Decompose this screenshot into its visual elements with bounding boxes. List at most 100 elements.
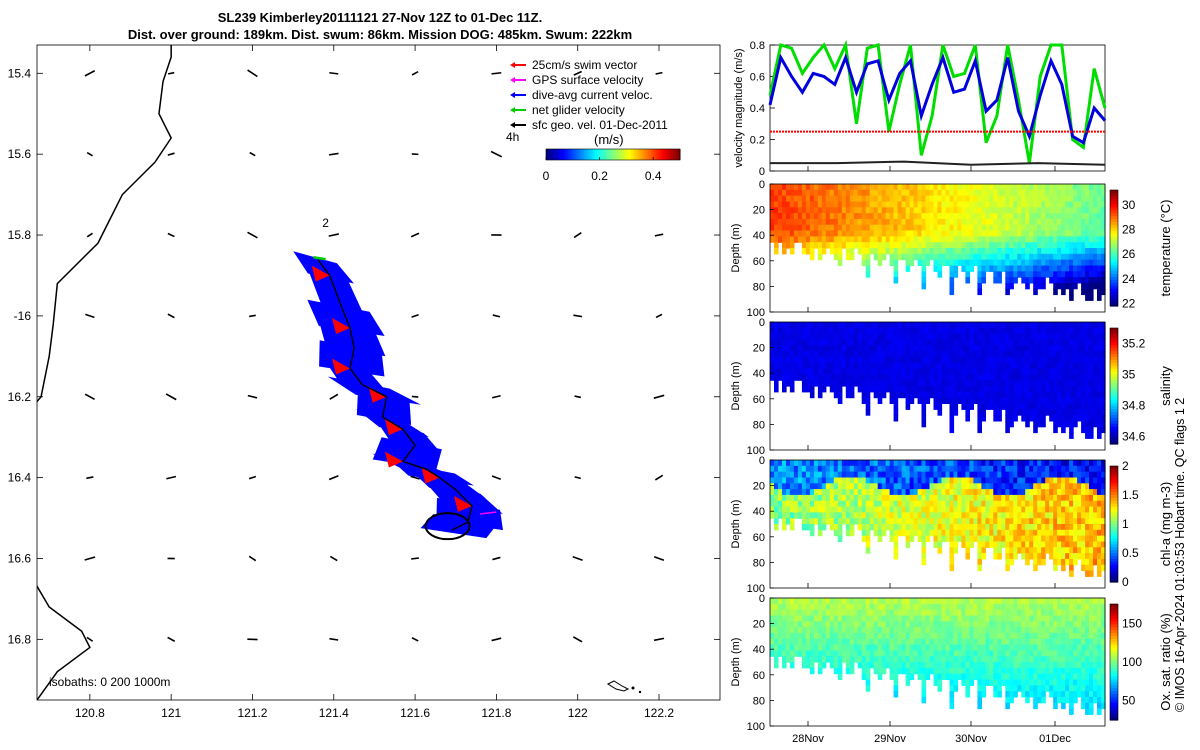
temperature-cell bbox=[973, 184, 978, 191]
chla-cell bbox=[1053, 460, 1058, 467]
chla-cell bbox=[845, 471, 851, 478]
chla-cell bbox=[1029, 500, 1034, 508]
temperature-cell bbox=[921, 277, 927, 284]
salinity-colorbar-cell bbox=[1110, 354, 1118, 358]
chla-cell bbox=[1017, 541, 1022, 548]
temperature-cell bbox=[869, 236, 875, 243]
chla-cell bbox=[885, 483, 891, 490]
temperature-cell bbox=[981, 224, 986, 232]
chla-cell bbox=[1009, 500, 1014, 508]
colorbar-cell bbox=[595, 149, 598, 160]
temperature-cell bbox=[905, 189, 911, 197]
temperature-cell bbox=[925, 218, 931, 226]
chla-cell bbox=[925, 483, 931, 490]
salinity-cell bbox=[957, 397, 962, 404]
temperature-colorbar-tick-label: 28 bbox=[1122, 222, 1136, 236]
oxygen-cell bbox=[957, 638, 962, 646]
temperature-cell bbox=[805, 189, 811, 197]
sfc-velocity-arrow bbox=[572, 555, 583, 561]
oxygen-cell bbox=[913, 667, 919, 675]
temperature-cell bbox=[1077, 277, 1082, 284]
oxygen-cell bbox=[774, 644, 779, 651]
temperature-cell bbox=[1049, 218, 1054, 226]
temperature-cell bbox=[1089, 282, 1094, 290]
salinity-cell bbox=[917, 345, 923, 352]
temperature-cell bbox=[817, 248, 823, 255]
temperature-cell bbox=[893, 277, 899, 284]
chla-cell bbox=[774, 471, 779, 478]
salinity-cell bbox=[1053, 380, 1058, 387]
temperature-cell bbox=[1005, 207, 1010, 214]
salinity-cell bbox=[981, 415, 986, 422]
temperature-cell bbox=[889, 248, 895, 255]
temperature-cell bbox=[774, 230, 779, 237]
colorbar-cell bbox=[639, 149, 643, 160]
salinity-cell bbox=[917, 327, 923, 335]
chla-cell bbox=[1029, 506, 1034, 513]
salinity-cell bbox=[953, 339, 959, 346]
salinity-cell bbox=[873, 362, 879, 370]
chla-cell bbox=[1041, 535, 1046, 542]
salinity-cell bbox=[1089, 420, 1094, 428]
oxygen-cell bbox=[865, 673, 871, 680]
salinity-cell bbox=[977, 374, 982, 381]
oxygen-cell bbox=[793, 650, 799, 657]
temperature-cell bbox=[913, 201, 919, 208]
chla-cell bbox=[965, 541, 970, 548]
salinity-cell bbox=[857, 327, 863, 335]
temperature-cell bbox=[893, 253, 899, 261]
chla-cell bbox=[865, 500, 871, 508]
chla-cell bbox=[993, 500, 998, 508]
oxygen-cell bbox=[797, 632, 803, 640]
chla-cell bbox=[917, 471, 923, 478]
oxygen-cell bbox=[969, 644, 974, 651]
chla-cell bbox=[997, 471, 1002, 478]
salinity-cell bbox=[1085, 368, 1090, 375]
temperature-cell bbox=[1033, 271, 1038, 278]
salinity-cell bbox=[1009, 368, 1014, 375]
salinity-cell bbox=[949, 362, 955, 370]
chla-cell bbox=[1089, 477, 1094, 484]
salinity-cell bbox=[973, 351, 978, 358]
chla-cell bbox=[993, 494, 998, 502]
oxygen-cell bbox=[861, 609, 867, 616]
salinity-cell bbox=[981, 362, 986, 370]
temperature-colorbar-cell bbox=[1110, 303, 1118, 307]
oxygen-cell bbox=[849, 667, 855, 675]
temperature-cell bbox=[857, 218, 863, 226]
salinity-cell bbox=[865, 380, 871, 387]
oxygen-cell bbox=[965, 667, 970, 675]
colorbar-cell bbox=[566, 149, 569, 160]
chla-cell bbox=[829, 483, 835, 490]
chla-cell bbox=[1065, 465, 1070, 473]
chla-cell bbox=[786, 506, 791, 513]
chla-cell bbox=[993, 524, 998, 531]
temperature-cell bbox=[1101, 189, 1106, 197]
oxygen-cell bbox=[885, 627, 891, 634]
salinity-cell bbox=[1049, 380, 1054, 387]
salinity-cell bbox=[873, 351, 879, 358]
chla-cell bbox=[849, 524, 855, 531]
oxygen-cell bbox=[853, 632, 859, 640]
chla-cell bbox=[1049, 460, 1054, 467]
temperature-cell bbox=[833, 242, 839, 249]
temperature-cell bbox=[789, 213, 795, 220]
chla-cell bbox=[817, 506, 823, 513]
legend-label: net glider velocity bbox=[532, 103, 625, 117]
oxygen-cell bbox=[937, 627, 943, 634]
oxygen-cell bbox=[989, 662, 994, 669]
salinity-cell bbox=[1069, 380, 1074, 387]
oxygen-cell bbox=[789, 650, 795, 657]
salinity-cell bbox=[965, 368, 970, 375]
oxygen-cell bbox=[981, 621, 986, 628]
temperature-cell bbox=[1045, 253, 1050, 261]
chla-cell bbox=[965, 489, 970, 496]
chla-cell bbox=[1033, 465, 1038, 473]
temperature-cell bbox=[1033, 184, 1038, 191]
salinity-cell bbox=[1077, 322, 1082, 329]
salinity-cell bbox=[833, 339, 839, 346]
salinity-cell bbox=[925, 374, 931, 381]
chla-cell bbox=[797, 483, 803, 490]
oxygen-cell bbox=[885, 656, 891, 663]
temperature-cell bbox=[913, 195, 919, 202]
